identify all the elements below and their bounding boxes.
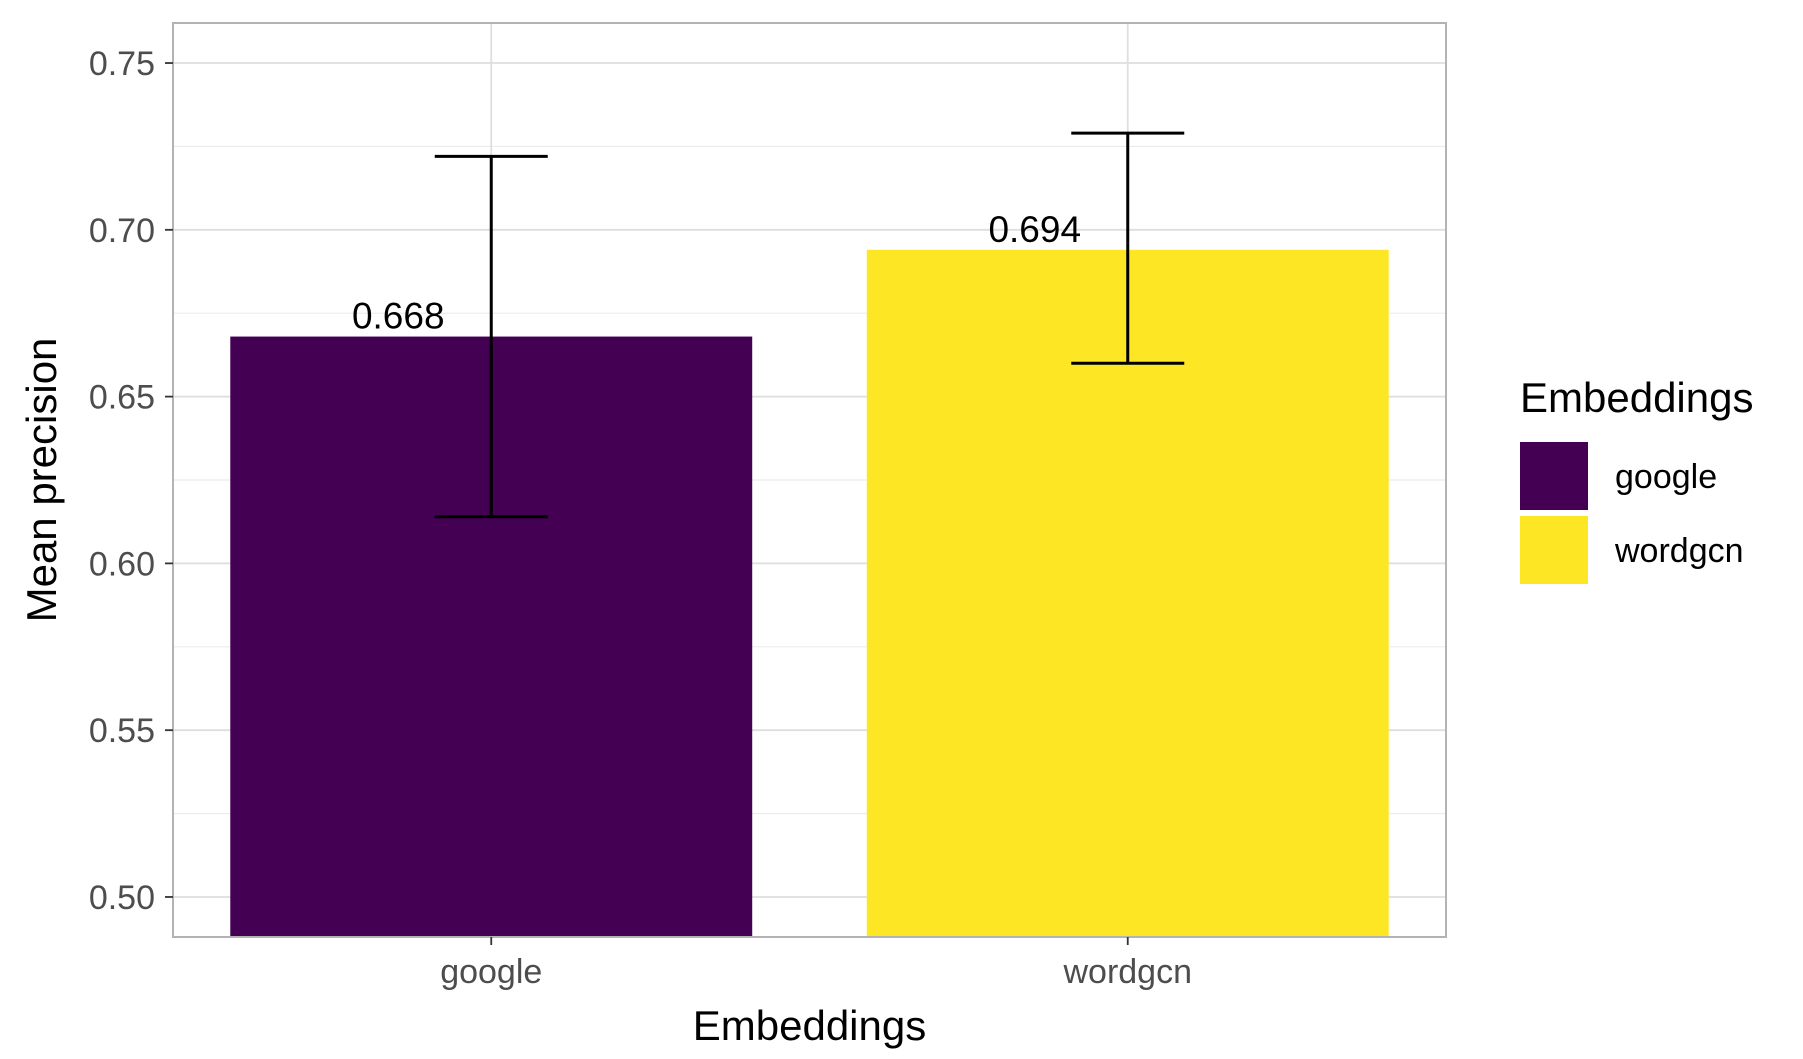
y-tick-label: 0.75	[89, 45, 155, 83]
error-bars	[434, 131, 1185, 519]
legend-swatch	[1520, 442, 1588, 510]
legend-entry-wordgcn: wordgcn	[1520, 516, 1744, 584]
legend-entries: google wordgcn	[1520, 442, 1744, 584]
legend: Embeddings google wordgcn	[1520, 374, 1753, 584]
y-tick-label: 0.55	[89, 712, 155, 750]
legend-entry-google: google	[1520, 442, 1717, 510]
axis-ticks: 0.50 0.55 0.60 0.65 0.70 0.75 google wordgcn	[89, 45, 1192, 991]
y-axis-title: Mean precision	[18, 338, 65, 623]
legend-title: Embeddings	[1520, 374, 1753, 421]
x-tick-label: wordgcn	[1062, 953, 1192, 991]
y-tick-label: 0.50	[89, 879, 155, 917]
y-tick-label: 0.60	[89, 545, 155, 583]
legend-label: wordgcn	[1614, 532, 1744, 570]
data-label-google: 0.668	[352, 296, 445, 337]
legend-swatch	[1520, 516, 1588, 584]
data-label-wordgcn: 0.694	[988, 209, 1081, 250]
y-tick-label: 0.70	[89, 212, 155, 250]
data-labels: 0.668 0.694	[352, 209, 1081, 337]
error-bar-google	[434, 154, 548, 519]
x-axis-title: Embeddings	[693, 1002, 926, 1049]
error-bar-wordgcn	[1071, 131, 1185, 365]
legend-label: google	[1615, 458, 1717, 496]
x-tick-label: google	[440, 953, 542, 991]
plot-panel-border	[172, 22, 1447, 938]
y-tick-label: 0.65	[89, 379, 155, 417]
